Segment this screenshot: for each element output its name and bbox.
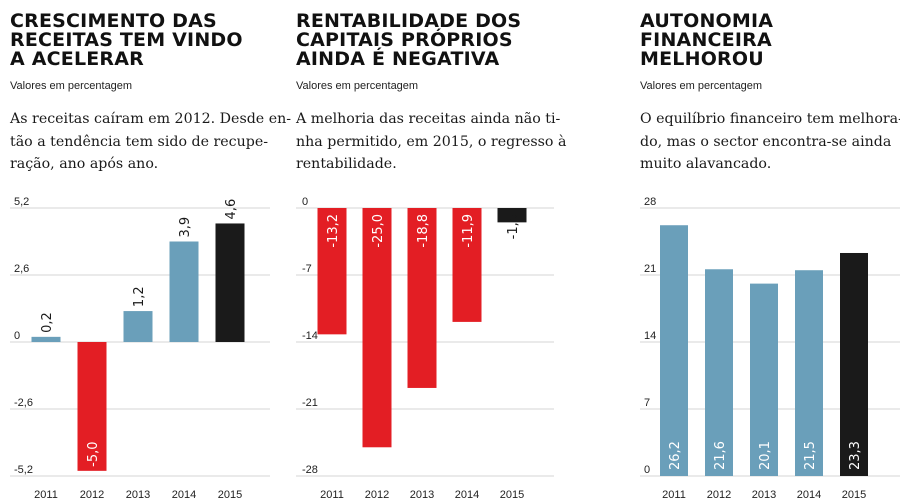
chart-subtitle: Valores em percentagem <box>10 80 133 92</box>
chart-title: CRESCIMENTO DAS RECEITAS TEM VINDO A ACE… <box>10 10 243 70</box>
x-category-label: 2012 <box>365 489 389 501</box>
data-label: 26,2 <box>668 441 683 470</box>
y-tick-label: -28 <box>302 464 318 476</box>
data-label: -5,0 <box>86 441 101 466</box>
chart-title: RENTABILIDADE DOS CAPITAIS PRÓPRIOS AIND… <box>296 10 522 70</box>
x-category-label: 2013 <box>126 489 150 501</box>
bar-2013 <box>750 283 778 476</box>
x-category-label: 2014 <box>172 489 196 501</box>
data-label: -13,2 <box>326 214 341 248</box>
y-tick-label: 0 <box>644 464 650 476</box>
x-category-label: 2015 <box>842 489 866 501</box>
data-label: -18,8 <box>416 214 431 248</box>
revenue-growth-chart: 5,2 2,6 0 -2,6 -5,2 2011 0,2 2012 -5,0 2013 1,2 201… <box>10 196 270 501</box>
bar-2015 <box>215 223 245 342</box>
chart-description: A melhoria das receitas ainda não ti- nh… <box>296 111 567 172</box>
financial-autonomy-chart: 28 21 14 7 0 2011 26,2 2012 21,6 2013 20,1 2014 21,5… <box>640 196 900 501</box>
chart-description: O equilíbrio financeiro tem melhora- do,… <box>640 111 900 172</box>
y-tick-label: 0 <box>14 330 20 342</box>
data-label: 20,1 <box>758 441 773 470</box>
bar-2015 <box>840 252 868 476</box>
return-on-equity-panel: RENTABILIDADE DOS CAPITAIS PRÓPRIOS AIND… <box>296 0 586 502</box>
data-label: -25,0 <box>371 214 386 248</box>
x-category-label: 2014 <box>455 489 479 501</box>
financial-autonomy-panel: AUTONOMIA FINANCEIRA MELHOROU Valores em… <box>640 0 900 502</box>
chart-title: AUTONOMIA FINANCEIRA MELHOROU <box>640 10 774 70</box>
y-tick-label: 0 <box>302 196 308 208</box>
bar-2012 <box>705 269 733 476</box>
y-tick-label: -5,2 <box>14 464 33 476</box>
revenue-growth-panel: CRESCIMENTO DAS RECEITAS TEM VINDO A ACE… <box>0 0 292 502</box>
chart-subtitle: Valores em percentagem <box>296 80 419 92</box>
bar-2011 <box>31 336 61 342</box>
bar-2013 <box>123 311 153 342</box>
y-tick-label: -21 <box>302 397 318 409</box>
y-tick-label: -2,6 <box>14 397 33 409</box>
chart-subtitle: Valores em percentagem <box>640 80 763 92</box>
bar-2014 <box>795 270 823 476</box>
bar-2015 <box>497 208 527 223</box>
data-label: -1,5 <box>506 214 521 239</box>
x-category-label: 2013 <box>410 489 434 501</box>
bar-2013 <box>407 208 437 388</box>
data-label: -11,9 <box>461 214 476 248</box>
data-label: 21,5 <box>803 441 818 470</box>
x-category-label: 2015 <box>500 489 524 501</box>
y-tick-label: 14 <box>644 330 656 342</box>
x-category-label: 2013 <box>752 489 776 501</box>
data-label: 0,2 <box>40 312 55 333</box>
bar-2014 <box>169 241 199 342</box>
x-category-label: 2011 <box>320 489 344 501</box>
x-category-label: 2011 <box>662 489 686 501</box>
y-tick-label: -14 <box>302 330 318 342</box>
x-category-label: 2014 <box>797 489 821 501</box>
data-label: 1,2 <box>132 286 147 307</box>
data-label: 21,6 <box>713 441 728 470</box>
return-on-equity-chart: 0 -7 -14 -21 -28 2011 -13,2 2012 -25,0 2013 -18,8 2… <box>296 196 554 501</box>
y-tick-label: -7 <box>302 263 312 275</box>
bar-2012 <box>77 342 107 471</box>
bar-2011 <box>317 208 347 335</box>
data-label: 23,3 <box>848 441 863 470</box>
y-tick-label: 7 <box>644 397 650 409</box>
y-tick-label: 28 <box>644 196 656 208</box>
x-category-label: 2012 <box>707 489 731 501</box>
bar-2012 <box>362 208 392 448</box>
x-category-label: 2015 <box>218 489 242 501</box>
bar-2014 <box>452 208 482 322</box>
bar-2011 <box>660 225 688 476</box>
y-tick-label: 2,6 <box>14 263 29 275</box>
y-tick-label: 5,2 <box>14 196 29 208</box>
chart-description: As receitas caíram em 2012. Desde en- tã… <box>10 111 292 172</box>
x-category-label: 2011 <box>34 489 58 501</box>
data-label: 4,6 <box>224 199 239 220</box>
y-tick-label: 21 <box>644 263 656 275</box>
data-label: 3,9 <box>178 217 193 238</box>
x-category-label: 2012 <box>80 489 104 501</box>
